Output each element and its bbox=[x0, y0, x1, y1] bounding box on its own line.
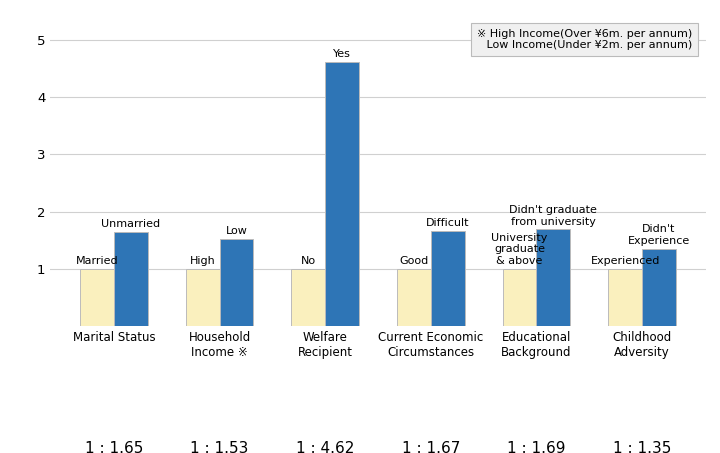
Bar bbox=[397, 269, 431, 326]
Text: Didn't graduate
from university: Didn't graduate from university bbox=[509, 205, 598, 226]
Bar bbox=[292, 269, 325, 326]
Bar bbox=[80, 269, 114, 326]
Bar bbox=[536, 229, 570, 326]
Text: Didn't
Experience: Didn't Experience bbox=[628, 224, 690, 246]
Text: 1 : 1.67: 1 : 1.67 bbox=[402, 442, 460, 453]
Text: University
graduate
& above: University graduate & above bbox=[491, 233, 548, 266]
Bar bbox=[325, 62, 359, 326]
Bar bbox=[608, 269, 642, 326]
Text: 1 : 1.69: 1 : 1.69 bbox=[507, 442, 566, 453]
Text: 1 : 1.35: 1 : 1.35 bbox=[613, 442, 671, 453]
Text: No: No bbox=[301, 256, 316, 266]
Text: Unmarried: Unmarried bbox=[102, 219, 161, 229]
Text: Low: Low bbox=[225, 226, 248, 236]
Bar bbox=[503, 269, 536, 326]
Text: High: High bbox=[190, 256, 215, 266]
Text: Yes: Yes bbox=[333, 49, 351, 59]
Bar bbox=[431, 231, 464, 326]
Text: 1 : 1.53: 1 : 1.53 bbox=[190, 442, 249, 453]
Text: Difficult: Difficult bbox=[426, 217, 469, 228]
Bar bbox=[642, 249, 676, 326]
Text: Married: Married bbox=[76, 256, 118, 266]
Bar bbox=[186, 269, 220, 326]
Text: 1 : 4.62: 1 : 4.62 bbox=[296, 442, 354, 453]
Bar bbox=[220, 239, 253, 326]
Text: Good: Good bbox=[400, 256, 428, 266]
Text: ※ High Income(Over ¥6m. per annum)
   Low Income(Under ¥2m. per annum): ※ High Income(Over ¥6m. per annum) Low I… bbox=[476, 29, 693, 50]
Text: Experienced: Experienced bbox=[590, 256, 660, 266]
Text: 1 : 1.65: 1 : 1.65 bbox=[85, 442, 143, 453]
Bar bbox=[114, 231, 148, 326]
